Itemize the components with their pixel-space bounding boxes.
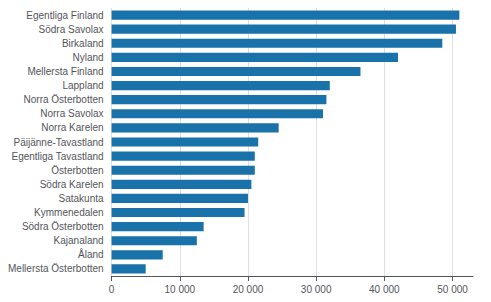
svg-text:40 000: 40 000 [369,284,400,295]
svg-text:Päijänne-Tavastland: Päijänne-Tavastland [14,137,104,148]
svg-text:Österbotten: Österbotten [51,165,103,176]
svg-text:Norra Österbotten: Norra Österbotten [24,94,104,105]
svg-text:20 000: 20 000 [233,284,264,295]
svg-text:Lappland: Lappland [62,80,103,91]
svg-text:Södra Österbotten: Södra Österbotten [22,221,104,232]
svg-text:30 000: 30 000 [301,284,332,295]
svg-text:Södra Karelen: Södra Karelen [40,179,104,190]
svg-text:Kajanaland: Kajanaland [54,235,104,246]
svg-text:Egentliga Tavastland: Egentliga Tavastland [11,151,103,162]
svg-text:Birkaland: Birkaland [62,38,104,49]
svg-text:Södra Savolax: Södra Savolax [39,24,104,35]
svg-text:10 000: 10 000 [164,284,195,295]
svg-text:0: 0 [109,284,115,295]
svg-text:Åland: Åland [78,248,104,260]
svg-text:Egentliga Finland: Egentliga Finland [26,10,103,21]
svg-text:Nyland: Nyland [72,52,103,63]
svg-text:50 000: 50 000 [437,284,468,295]
svg-text:Norra Savolax: Norra Savolax [40,108,103,119]
svg-text:Mellersta Finland: Mellersta Finland [27,66,103,77]
svg-text:Norra Karelen: Norra Karelen [41,122,103,133]
svg-text:Satakunta: Satakunta [59,193,104,204]
svg-text:Mellersta Österbotten: Mellersta Österbotten [8,263,104,274]
svg-text:Kymmenedalen: Kymmenedalen [34,207,103,218]
